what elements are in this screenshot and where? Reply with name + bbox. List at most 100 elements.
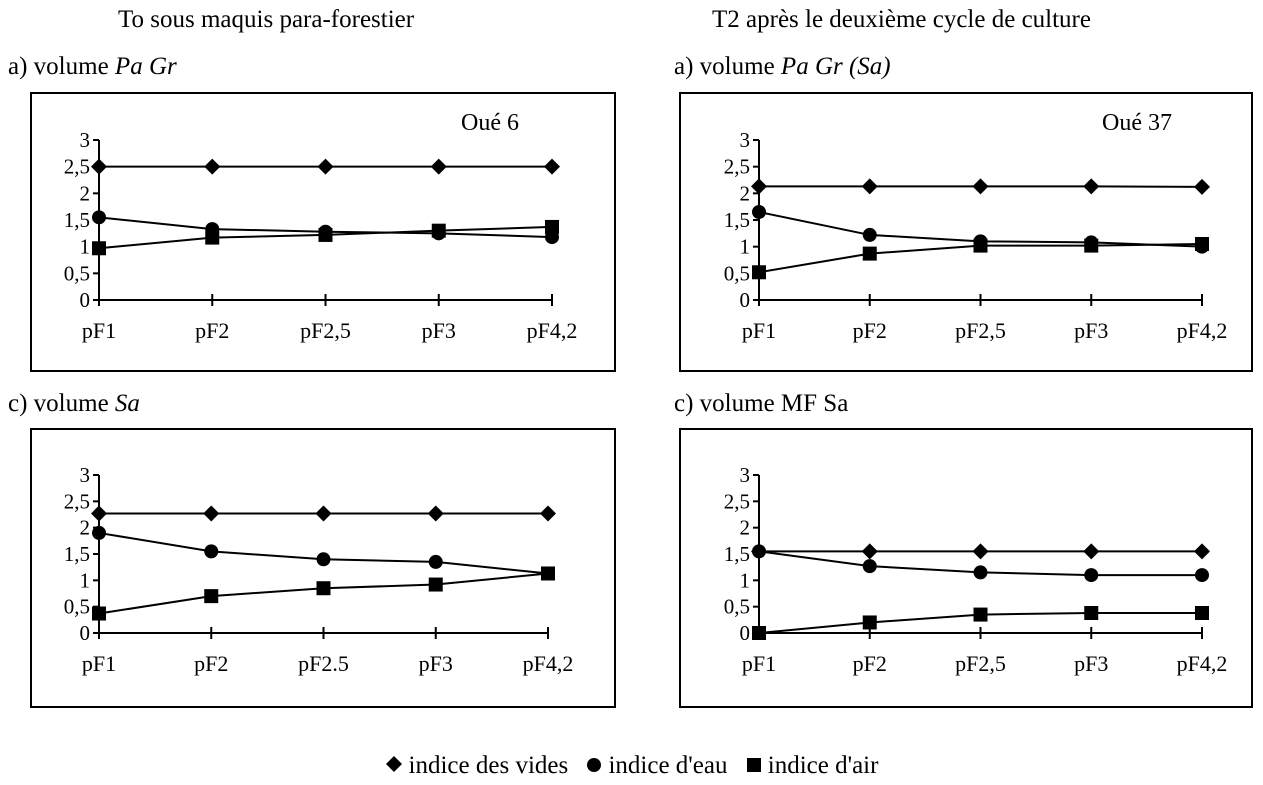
data-point-air xyxy=(541,566,555,581)
x-tick-label: pF2,5 xyxy=(955,318,1006,343)
chart-panel-3: 0 0,5 1 1,5 2 2,5 3 pF1 pF2 pF2.5 pF3 pF4,2 xyxy=(30,428,616,708)
data-point-vides xyxy=(861,543,878,560)
data-point-air xyxy=(316,581,331,596)
panel-label-1-prefix: a) volume xyxy=(8,53,115,80)
y-tick-label: 2,5 xyxy=(724,155,750,179)
y-tick-label: 1 xyxy=(740,235,751,259)
data-point-air xyxy=(1084,605,1099,620)
data-point-air xyxy=(204,589,219,604)
data-point-air xyxy=(205,230,220,245)
data-point-eau xyxy=(92,525,106,540)
data-point-eau xyxy=(1084,568,1099,583)
x-tick-label: pF3 xyxy=(1074,318,1108,343)
chart-panel-1: 0 0,5 1 1,5 2 2,5 3 pF1 pF2 pF2,5 pF3 pF4,2 Oué 6 xyxy=(30,92,616,372)
y-tick-label: 2 xyxy=(740,516,751,540)
data-point-vides xyxy=(1194,543,1210,560)
y-tick-label: 1 xyxy=(740,568,751,592)
data-point-air xyxy=(92,606,106,621)
legend-item-eau: indice d'eau xyxy=(586,752,728,780)
y-tick-label: 2 xyxy=(80,516,91,540)
y-tick-label: 0,5 xyxy=(64,595,90,619)
data-point-air xyxy=(862,615,877,630)
data-point-vides xyxy=(1083,178,1100,195)
data-point-vides xyxy=(203,505,220,522)
y-tick-label: 1,5 xyxy=(724,208,750,232)
panel-label-4-prefix: c) volume MF Sa xyxy=(674,390,849,417)
y-tick-label: 2,5 xyxy=(64,489,90,513)
x-tick-label: pF2.5 xyxy=(298,651,349,676)
data-point-vides xyxy=(751,178,767,195)
data-point-eau xyxy=(862,559,877,574)
data-point-eau xyxy=(752,205,766,219)
y-tick-label: 3 xyxy=(740,128,751,152)
y-tick-label: 2 xyxy=(740,181,751,205)
x-tick-label: pF4,2 xyxy=(1177,651,1228,676)
data-point-air xyxy=(1084,238,1099,253)
data-point-vides xyxy=(204,158,221,175)
data-point-eau xyxy=(204,544,219,559)
chart-panel-4: 0 0,5 1 1,5 2 2,5 3 pF1 pF2 pF2,5 pF3 pF4,2 xyxy=(679,428,1253,708)
x-tick-label: pF4,2 xyxy=(527,318,578,343)
data-point-vides xyxy=(430,158,447,175)
data-point-eau xyxy=(428,554,443,569)
chart-annotation: Oué 37 xyxy=(1102,110,1172,136)
square-icon xyxy=(746,758,761,772)
x-tick-label: pF2,5 xyxy=(300,318,351,343)
data-point-vides xyxy=(91,505,107,522)
x-tick-label: pF1 xyxy=(742,651,776,676)
y-tick-label: 0,5 xyxy=(64,261,90,285)
x-tick-label: pF2 xyxy=(195,318,229,343)
chart-3-svg: 00,5 11,52 2,53 pF1 pF2 pF2.5 pF3 pF4,2 xyxy=(64,463,574,676)
x-tick-label: pF3 xyxy=(422,318,456,343)
data-point-vides xyxy=(972,178,989,195)
x-tick-label: pF2,5 xyxy=(955,651,1006,676)
y-tick-label: 1,5 xyxy=(724,542,750,566)
data-point-eau xyxy=(973,565,988,580)
x-tick-label: pF3 xyxy=(1074,651,1108,676)
legend-vides-label: indice des vides xyxy=(408,752,569,779)
chart-1-svg: 0 0,51 1,5 22,5 3 pF1 pF2 pF2,5 pF3 pF4,2 Oué 6 xyxy=(64,110,578,343)
y-tick-label: 3 xyxy=(80,463,91,487)
data-point-vides xyxy=(91,158,107,175)
chart-panel-2: 0 0,5 1 1,5 2 2,5 3 pF1 pF2 pF2,5 pF3 pF4,2 Oué 37 xyxy=(679,92,1253,372)
x-tick-label: pF2 xyxy=(853,318,887,343)
x-tick-label: pF4,2 xyxy=(1177,318,1228,343)
data-point-air xyxy=(431,223,446,238)
diamond-icon xyxy=(385,756,402,772)
y-tick-label: 1 xyxy=(80,568,91,592)
data-point-air xyxy=(973,238,988,253)
data-point-eau xyxy=(92,210,106,225)
data-point-air xyxy=(752,626,766,640)
y-tick-label: 1 xyxy=(80,235,91,259)
legend-eau-label: indice d'eau xyxy=(608,752,728,779)
data-point-vides xyxy=(861,178,878,195)
y-tick-label: 0 xyxy=(740,288,751,312)
data-point-air xyxy=(1195,237,1209,251)
y-tick-label: 2 xyxy=(80,181,91,205)
y-tick-label: 0 xyxy=(80,621,91,645)
panel-label-1: a) volume Pa Gr xyxy=(8,53,177,81)
legend-item-air: indice d'air xyxy=(746,752,879,780)
panel-label-3-italic: Sa xyxy=(114,390,140,417)
y-tick-label: 2,5 xyxy=(64,155,90,179)
data-point-vides xyxy=(540,505,556,522)
panel-label-3-prefix: c) volume xyxy=(8,390,115,417)
x-tick-label: pF4,2 xyxy=(523,651,574,676)
y-tick-label: 0 xyxy=(740,621,751,645)
legend-item-vides: indice des vides xyxy=(385,752,569,780)
panel-label-2-prefix: a) volume xyxy=(674,53,781,80)
legend-air-label: indice d'air xyxy=(767,752,879,779)
data-point-vides xyxy=(315,505,332,522)
data-point-eau xyxy=(752,544,766,559)
x-tick-label: pF1 xyxy=(742,318,776,343)
panel-label-2: a) volume Pa Gr (Sa) xyxy=(674,53,891,81)
y-tick-label: 2,5 xyxy=(724,489,750,513)
chart-4-svg: 00,5 11,52 2,53 pF1 pF2 pF2,5 pF3 pF4,2 xyxy=(724,463,1228,676)
y-tick-label: 3 xyxy=(740,463,751,487)
x-tick-label: pF1 xyxy=(82,318,116,343)
data-point-air xyxy=(428,577,443,592)
x-tick-label: pF1 xyxy=(82,651,116,676)
y-tick-label: 0 xyxy=(80,288,91,312)
chart-annotation: Oué 6 xyxy=(461,110,519,136)
panel-label-1-italic: Pa Gr xyxy=(114,53,177,80)
